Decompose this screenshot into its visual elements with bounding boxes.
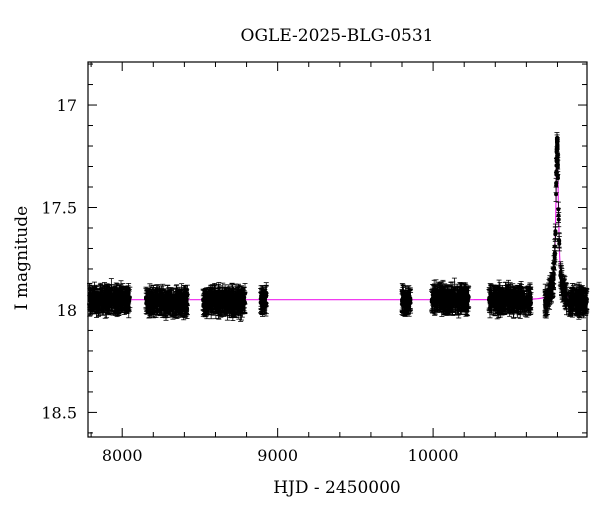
data-point xyxy=(436,295,440,299)
data-point xyxy=(113,296,117,300)
data-point xyxy=(264,291,268,295)
model-curve-line xyxy=(88,142,587,300)
data-point xyxy=(237,300,241,304)
data-point xyxy=(401,296,405,300)
data-point xyxy=(127,299,131,303)
data-point xyxy=(211,302,215,306)
data-point xyxy=(234,292,238,296)
data-point xyxy=(122,302,126,306)
data-point xyxy=(123,298,127,302)
data-point xyxy=(205,306,209,310)
data-point xyxy=(439,292,443,296)
data-point xyxy=(242,295,246,299)
data-point xyxy=(461,296,465,300)
data-point xyxy=(174,298,178,302)
data-point xyxy=(459,302,463,306)
data-point xyxy=(447,301,451,305)
data-points-group xyxy=(87,132,589,321)
data-point xyxy=(433,303,437,307)
data-point xyxy=(114,302,118,306)
data-point xyxy=(455,296,459,300)
data-point xyxy=(182,308,186,312)
data-point xyxy=(118,298,122,302)
chart-title: OGLE-2025-BLG-0531 xyxy=(241,26,434,46)
data-point xyxy=(466,296,470,300)
data-point xyxy=(106,301,110,305)
data-point xyxy=(147,297,151,301)
data-point xyxy=(203,301,207,305)
data-point xyxy=(216,303,220,307)
data-point xyxy=(492,303,496,307)
data-point xyxy=(230,303,234,307)
data-point xyxy=(406,297,410,301)
data-point xyxy=(99,294,103,298)
data-point xyxy=(161,294,165,298)
data-point xyxy=(171,305,175,309)
x-axis-label: HJD - 2450000 xyxy=(273,478,401,498)
y-axis-label: I magnitude xyxy=(12,206,32,310)
data-point xyxy=(179,304,183,308)
data-point xyxy=(183,297,187,301)
data-point xyxy=(463,291,467,295)
data-point xyxy=(168,299,172,303)
data-point xyxy=(95,300,99,304)
plot-layer xyxy=(87,132,589,321)
data-point xyxy=(434,288,438,292)
data-point xyxy=(223,298,227,302)
data-point xyxy=(106,297,110,301)
data-point xyxy=(404,303,408,307)
data-point xyxy=(154,299,158,303)
